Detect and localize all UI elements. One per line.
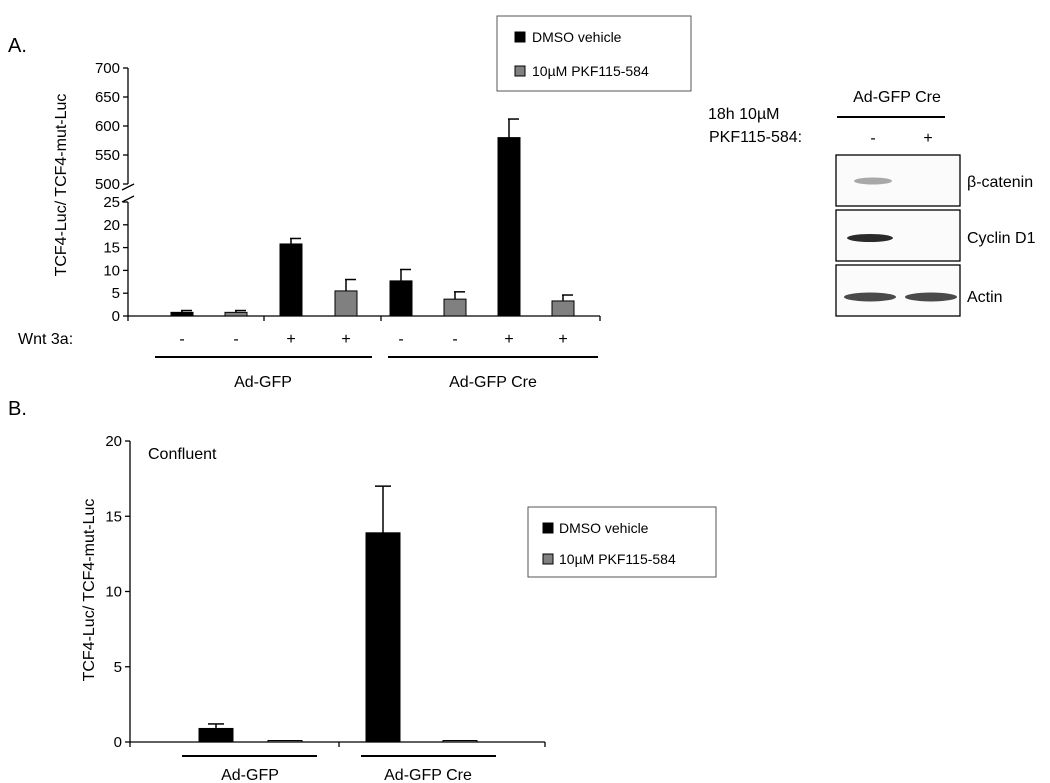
bar-pkf bbox=[224, 311, 248, 317]
a-ytick-label: 600 bbox=[95, 118, 120, 135]
panel-b-label: B. bbox=[8, 398, 27, 420]
panel-b-legend-box bbox=[527, 506, 717, 578]
wnt3a-sign: + bbox=[504, 331, 513, 348]
blot-band-beta-catenin-lane1 bbox=[854, 177, 892, 185]
legend-a-swatch-dmso bbox=[514, 31, 526, 43]
legend-a-swatch-pkf bbox=[514, 65, 526, 77]
legend-a-pkf: 10µM PKF115-584 bbox=[532, 63, 649, 79]
legend-b-dmso: DMSO vehicle bbox=[559, 520, 649, 536]
blot-label-cyclin-d1: Cyclin D1 bbox=[967, 230, 1036, 247]
b-category-label-ad-gfp: Ad-GFP bbox=[221, 767, 279, 783]
a-ytick-label: 5 bbox=[112, 285, 120, 302]
b-bar-dmso bbox=[365, 532, 401, 743]
blot-lane2-sign: + bbox=[923, 130, 932, 147]
panel-b-legend: DMSO vehicle 10µM PKF115-584 bbox=[527, 506, 717, 578]
a-ytick-label: 650 bbox=[95, 89, 120, 106]
b-category-label-ad-gfp-cre: Ad-GFP Cre bbox=[384, 767, 472, 783]
blot-lane1-sign: - bbox=[870, 130, 875, 147]
panel-b-ylabel: TCF4-Luc/ TCF4-mut-Luc bbox=[81, 499, 98, 682]
blot-treatment-line1: 18h 10µM bbox=[708, 106, 779, 123]
a-ytick-label: 15 bbox=[103, 240, 120, 257]
wnt3a-sign: + bbox=[286, 331, 295, 348]
bar-dmso bbox=[497, 137, 521, 317]
blot-band-actin-lane1 bbox=[844, 292, 896, 302]
b-ytick-label: 0 bbox=[114, 734, 122, 751]
western-blot: 18h 10µM PKF115-584: Ad-GFP Cre - + β-ca… bbox=[708, 89, 1036, 317]
legend-a-dmso: DMSO vehicle bbox=[532, 29, 622, 45]
bar-pkf bbox=[443, 298, 467, 317]
a-ytick-label: 700 bbox=[95, 60, 120, 77]
bar-pkf bbox=[334, 290, 358, 317]
a-ytick-label: 10 bbox=[103, 262, 120, 279]
wnt3a-sign: - bbox=[398, 331, 403, 348]
b-ytick-label: 10 bbox=[105, 584, 122, 601]
a-axis-break-mark bbox=[121, 183, 135, 191]
legend-b-swatch-dmso bbox=[542, 522, 554, 534]
b-bar-pkf bbox=[267, 740, 303, 743]
blot-group-label: Ad-GFP Cre bbox=[853, 89, 941, 106]
blot-label-actin: Actin bbox=[967, 289, 1003, 306]
blot-band-actin-lane2 bbox=[905, 292, 957, 302]
blot-panel-actin bbox=[835, 264, 961, 317]
blot-band-cyclin-d1-lane1 bbox=[847, 234, 893, 242]
wnt3a-sign: - bbox=[179, 331, 184, 348]
panel-a-bars bbox=[170, 118, 575, 317]
b-bar-pkf bbox=[442, 739, 478, 743]
panel-a-label: A. bbox=[8, 35, 27, 57]
bar-dmso bbox=[389, 280, 413, 317]
a-ytick-label: 550 bbox=[95, 147, 120, 164]
a-ytick-label: 25 bbox=[103, 194, 120, 211]
panel-b-bars bbox=[198, 485, 478, 743]
bar-dmso bbox=[279, 243, 303, 317]
wnt3a-sign: + bbox=[558, 331, 567, 348]
bar-pkf bbox=[551, 300, 575, 317]
group-label-ad-gfp-cre: Ad-GFP Cre bbox=[449, 374, 537, 391]
a-ytick-label: 500 bbox=[95, 176, 120, 193]
b-ytick-label: 15 bbox=[105, 508, 122, 525]
b-bar-dmso bbox=[198, 727, 234, 743]
wnt3a-sign: - bbox=[233, 331, 238, 348]
a-axis-break-mark bbox=[121, 195, 135, 203]
b-ytick-label: 20 bbox=[105, 433, 122, 450]
panel-a-ylabel: TCF4-Luc/ TCF4-mut-Luc bbox=[53, 94, 70, 277]
wnt3a-label: Wnt 3a: bbox=[18, 331, 73, 348]
a-ytick-label: 20 bbox=[103, 217, 120, 234]
wnt3a-sign: - bbox=[452, 331, 457, 348]
panel-a-legend-box bbox=[496, 15, 692, 92]
panel-b-axes: 0 5 10 15 20 bbox=[105, 433, 546, 751]
blot-label-beta-catenin: β-catenin bbox=[967, 174, 1033, 191]
legend-b-pkf: 10µM PKF115-584 bbox=[559, 551, 676, 567]
panel-a-legend: DMSO vehicle 10µM PKF115-584 bbox=[496, 15, 692, 92]
b-ytick-label: 5 bbox=[114, 659, 122, 676]
blot-treatment-line2: PKF115-584: bbox=[709, 129, 802, 146]
a-ytick-label: 0 bbox=[112, 308, 120, 325]
wnt3a-sign: + bbox=[341, 331, 350, 348]
wnt3a-signs: - - + + - - + + bbox=[179, 331, 567, 348]
panel-b-annotation: Confluent bbox=[148, 446, 217, 463]
group-label-ad-gfp: Ad-GFP bbox=[234, 374, 292, 391]
bar-dmso bbox=[170, 311, 194, 317]
legend-b-swatch-pkf bbox=[542, 553, 554, 565]
